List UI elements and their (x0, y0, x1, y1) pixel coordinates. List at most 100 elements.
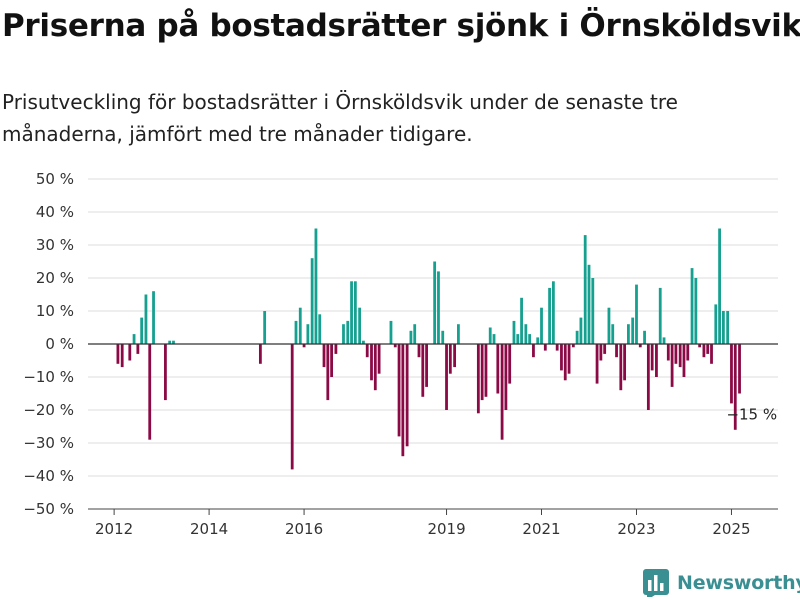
bar (306, 324, 310, 344)
bar (627, 324, 630, 344)
annotation: −15 % (726, 406, 777, 424)
bar (710, 344, 713, 364)
y-tick-label: −50 % (23, 500, 74, 518)
bar (330, 344, 334, 377)
y-tick-label: −20 % (23, 401, 74, 419)
bar (353, 281, 357, 344)
bar (172, 340, 175, 344)
bar (120, 344, 124, 368)
bar (401, 344, 405, 457)
newsworthy-logo-icon (643, 569, 669, 597)
bar (718, 228, 721, 344)
bar (694, 278, 698, 344)
bar (690, 268, 694, 344)
bar (496, 344, 500, 394)
bar (136, 344, 140, 354)
bar (457, 324, 460, 344)
bar (631, 317, 635, 344)
bar (132, 334, 136, 344)
bar (623, 344, 627, 381)
bar (302, 344, 306, 348)
x-tick-label: 2016 (285, 520, 323, 538)
y-tick-label: 30 % (36, 236, 74, 254)
x-tick-label: 2014 (190, 520, 228, 538)
bar (413, 324, 417, 344)
y-tick-label: −10 % (23, 368, 74, 386)
bar (318, 314, 322, 344)
bar (702, 344, 706, 358)
bar (682, 344, 686, 377)
bar (370, 344, 373, 381)
bar (670, 344, 674, 387)
y-tick-label: −30 % (23, 434, 74, 452)
bar (116, 344, 120, 364)
x-tick-label: 2019 (427, 520, 465, 538)
bar (389, 320, 393, 344)
bar (548, 287, 551, 344)
bar (603, 344, 607, 354)
bar (484, 344, 488, 397)
brand-name: Newsworthy (677, 572, 800, 594)
x-tick-label: 2025 (712, 520, 750, 538)
bar (144, 294, 148, 344)
bar (686, 344, 690, 361)
bar (655, 344, 658, 377)
bar (595, 344, 599, 384)
bar (536, 337, 540, 344)
bar (599, 344, 603, 361)
x-axis: 2012 2014 2016 2019 2021 2023 2025 (88, 508, 778, 538)
bar (425, 344, 428, 387)
bar (726, 311, 730, 344)
bar (650, 344, 654, 371)
bar (476, 344, 480, 414)
bar (128, 344, 132, 361)
bar (607, 307, 611, 344)
bar (365, 344, 369, 358)
bar (619, 344, 623, 391)
bar (528, 334, 532, 344)
bar (314, 228, 318, 344)
bar (326, 344, 330, 401)
bar (575, 330, 579, 344)
annotation-label: −15 % (726, 406, 777, 424)
bar (168, 340, 172, 344)
bar (658, 287, 662, 344)
bar (445, 344, 448, 410)
y-tick-label: 10 % (36, 302, 74, 320)
bar (441, 330, 445, 344)
bar (417, 344, 421, 358)
bar (298, 307, 302, 344)
bar (152, 291, 155, 344)
bar (643, 330, 646, 344)
bar (437, 271, 440, 344)
bar (520, 297, 523, 344)
y-tick-label: 40 % (36, 203, 74, 221)
bar (738, 344, 741, 394)
y-tick-label: 0 % (45, 335, 74, 353)
bar (733, 344, 737, 430)
bar (615, 344, 618, 358)
bar (350, 281, 353, 344)
bar (524, 324, 528, 344)
bar (563, 344, 567, 381)
bar (591, 278, 595, 344)
bar (393, 344, 397, 348)
bar (263, 311, 267, 344)
bar (555, 344, 559, 351)
bar (571, 344, 575, 348)
bar (638, 344, 642, 348)
bar (721, 311, 725, 344)
bar (714, 304, 718, 344)
bar (421, 344, 425, 397)
bar (532, 344, 535, 358)
bar (310, 258, 314, 344)
bar (543, 344, 547, 351)
bar (480, 344, 484, 401)
bar (583, 235, 587, 344)
bar (492, 334, 496, 344)
bar (646, 344, 650, 410)
y-tick-label: −40 % (23, 467, 74, 485)
bar (508, 344, 512, 384)
bar (516, 334, 520, 344)
